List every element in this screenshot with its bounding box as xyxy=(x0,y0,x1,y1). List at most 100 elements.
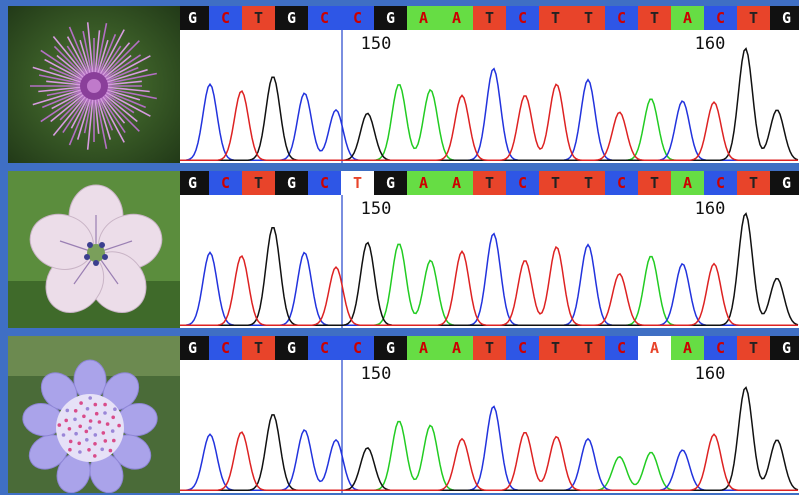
base-letter: C xyxy=(716,339,725,357)
position-label: 160 xyxy=(695,364,726,384)
base-cell xyxy=(572,6,605,30)
base-letter: G xyxy=(287,9,296,27)
base-letter: G xyxy=(386,339,395,357)
base-letter: C xyxy=(320,9,329,27)
base-letter: T xyxy=(485,174,494,192)
base-cell xyxy=(539,6,572,30)
trace-C xyxy=(180,67,798,162)
trace-C xyxy=(180,232,798,327)
base-letter: C xyxy=(518,9,527,27)
base-cell xyxy=(737,336,770,360)
base-letter: C xyxy=(617,174,626,192)
base-letter: T xyxy=(749,339,758,357)
base-cell xyxy=(209,336,242,360)
chromatogram-2: GCTGCTGAATCTTCTACTGG150160 xyxy=(180,171,799,328)
position-label: 160 xyxy=(695,34,726,54)
base-cell xyxy=(209,6,242,30)
panel-2: GCTGCTGAATCTTCTACTGG150160 xyxy=(0,171,799,328)
base-letter: T xyxy=(551,174,560,192)
base-letter: C xyxy=(221,174,230,192)
trace-G xyxy=(180,212,799,327)
base-letter: G xyxy=(782,174,791,192)
base-letter: G xyxy=(287,174,296,192)
trace-A xyxy=(180,243,798,327)
base-letter: A xyxy=(419,339,428,357)
trace-C xyxy=(180,405,798,492)
base-letter: G xyxy=(782,9,791,27)
base-letter: T xyxy=(650,174,659,192)
chromatogram-3: GCTGCCGAATCTTCAACTGG150160 xyxy=(180,336,799,493)
base-letter: T xyxy=(749,9,758,27)
base-cell xyxy=(605,171,638,195)
chromatogram-1: GCTGCCGAATCTTCTACTGG150160 xyxy=(180,6,799,163)
base-letter: A xyxy=(419,174,428,192)
trace-G xyxy=(180,386,799,492)
base-cell xyxy=(440,6,473,30)
base-cell xyxy=(407,171,440,195)
base-cell xyxy=(506,336,539,360)
base-cell xyxy=(704,6,737,30)
base-letter: C xyxy=(617,9,626,27)
base-letter: C xyxy=(716,174,725,192)
base-cell xyxy=(242,336,275,360)
base-letter: G xyxy=(287,339,296,357)
base-letter: G xyxy=(782,339,791,357)
base-cell xyxy=(407,336,440,360)
base-cell xyxy=(638,6,671,30)
base-letter: T xyxy=(485,339,494,357)
base-cell xyxy=(770,6,799,30)
base-cell xyxy=(180,6,209,30)
base-cell xyxy=(308,171,341,195)
base-cell xyxy=(374,336,407,360)
base-letter: G xyxy=(188,9,197,27)
base-cell xyxy=(605,6,638,30)
base-cell xyxy=(671,336,704,360)
panel-1: GCTGCCGAATCTTCTACTGG150160 xyxy=(0,6,799,163)
base-cell xyxy=(209,171,242,195)
base-cell xyxy=(407,6,440,30)
base-cell xyxy=(374,171,407,195)
base-letter: C xyxy=(518,174,527,192)
base-letter: T xyxy=(551,9,560,27)
position-label: 150 xyxy=(361,34,392,54)
base-letter: C xyxy=(518,339,527,357)
trace-T xyxy=(180,83,798,162)
base-letter: T xyxy=(551,339,560,357)
base-letter: A xyxy=(452,9,461,27)
base-cell xyxy=(770,336,799,360)
base-letter: G xyxy=(386,174,395,192)
base-cell xyxy=(704,171,737,195)
base-letter: A xyxy=(419,9,428,27)
base-cell xyxy=(737,6,770,30)
base-letter: A xyxy=(683,9,692,27)
base-letter: T xyxy=(254,174,263,192)
base-cell xyxy=(605,336,638,360)
base-cell xyxy=(275,336,308,360)
base-letter: A xyxy=(683,339,692,357)
position-label: 150 xyxy=(361,364,392,384)
base-cell xyxy=(671,6,704,30)
position-label: 160 xyxy=(695,199,726,219)
base-letter: G xyxy=(386,9,395,27)
base-cell xyxy=(180,171,209,195)
base-cell xyxy=(275,171,308,195)
base-letter: T xyxy=(485,9,494,27)
base-letter: G xyxy=(188,174,197,192)
trace-A xyxy=(180,420,798,492)
base-cell xyxy=(341,336,374,360)
trace-T xyxy=(180,431,798,492)
base-letter: C xyxy=(320,339,329,357)
base-letter: T xyxy=(584,339,593,357)
base-cell xyxy=(572,336,605,360)
base-cell xyxy=(506,6,539,30)
base-cell xyxy=(473,6,506,30)
base-cell xyxy=(638,171,671,195)
lilac-scabious-flower-image xyxy=(8,336,180,493)
white-geranium-flower-image xyxy=(8,171,180,328)
base-letter: T xyxy=(353,174,362,192)
base-letter: T xyxy=(584,174,593,192)
base-cell xyxy=(638,336,671,360)
base-cell xyxy=(180,336,209,360)
trace-G xyxy=(180,47,799,162)
trace-T xyxy=(180,245,798,327)
